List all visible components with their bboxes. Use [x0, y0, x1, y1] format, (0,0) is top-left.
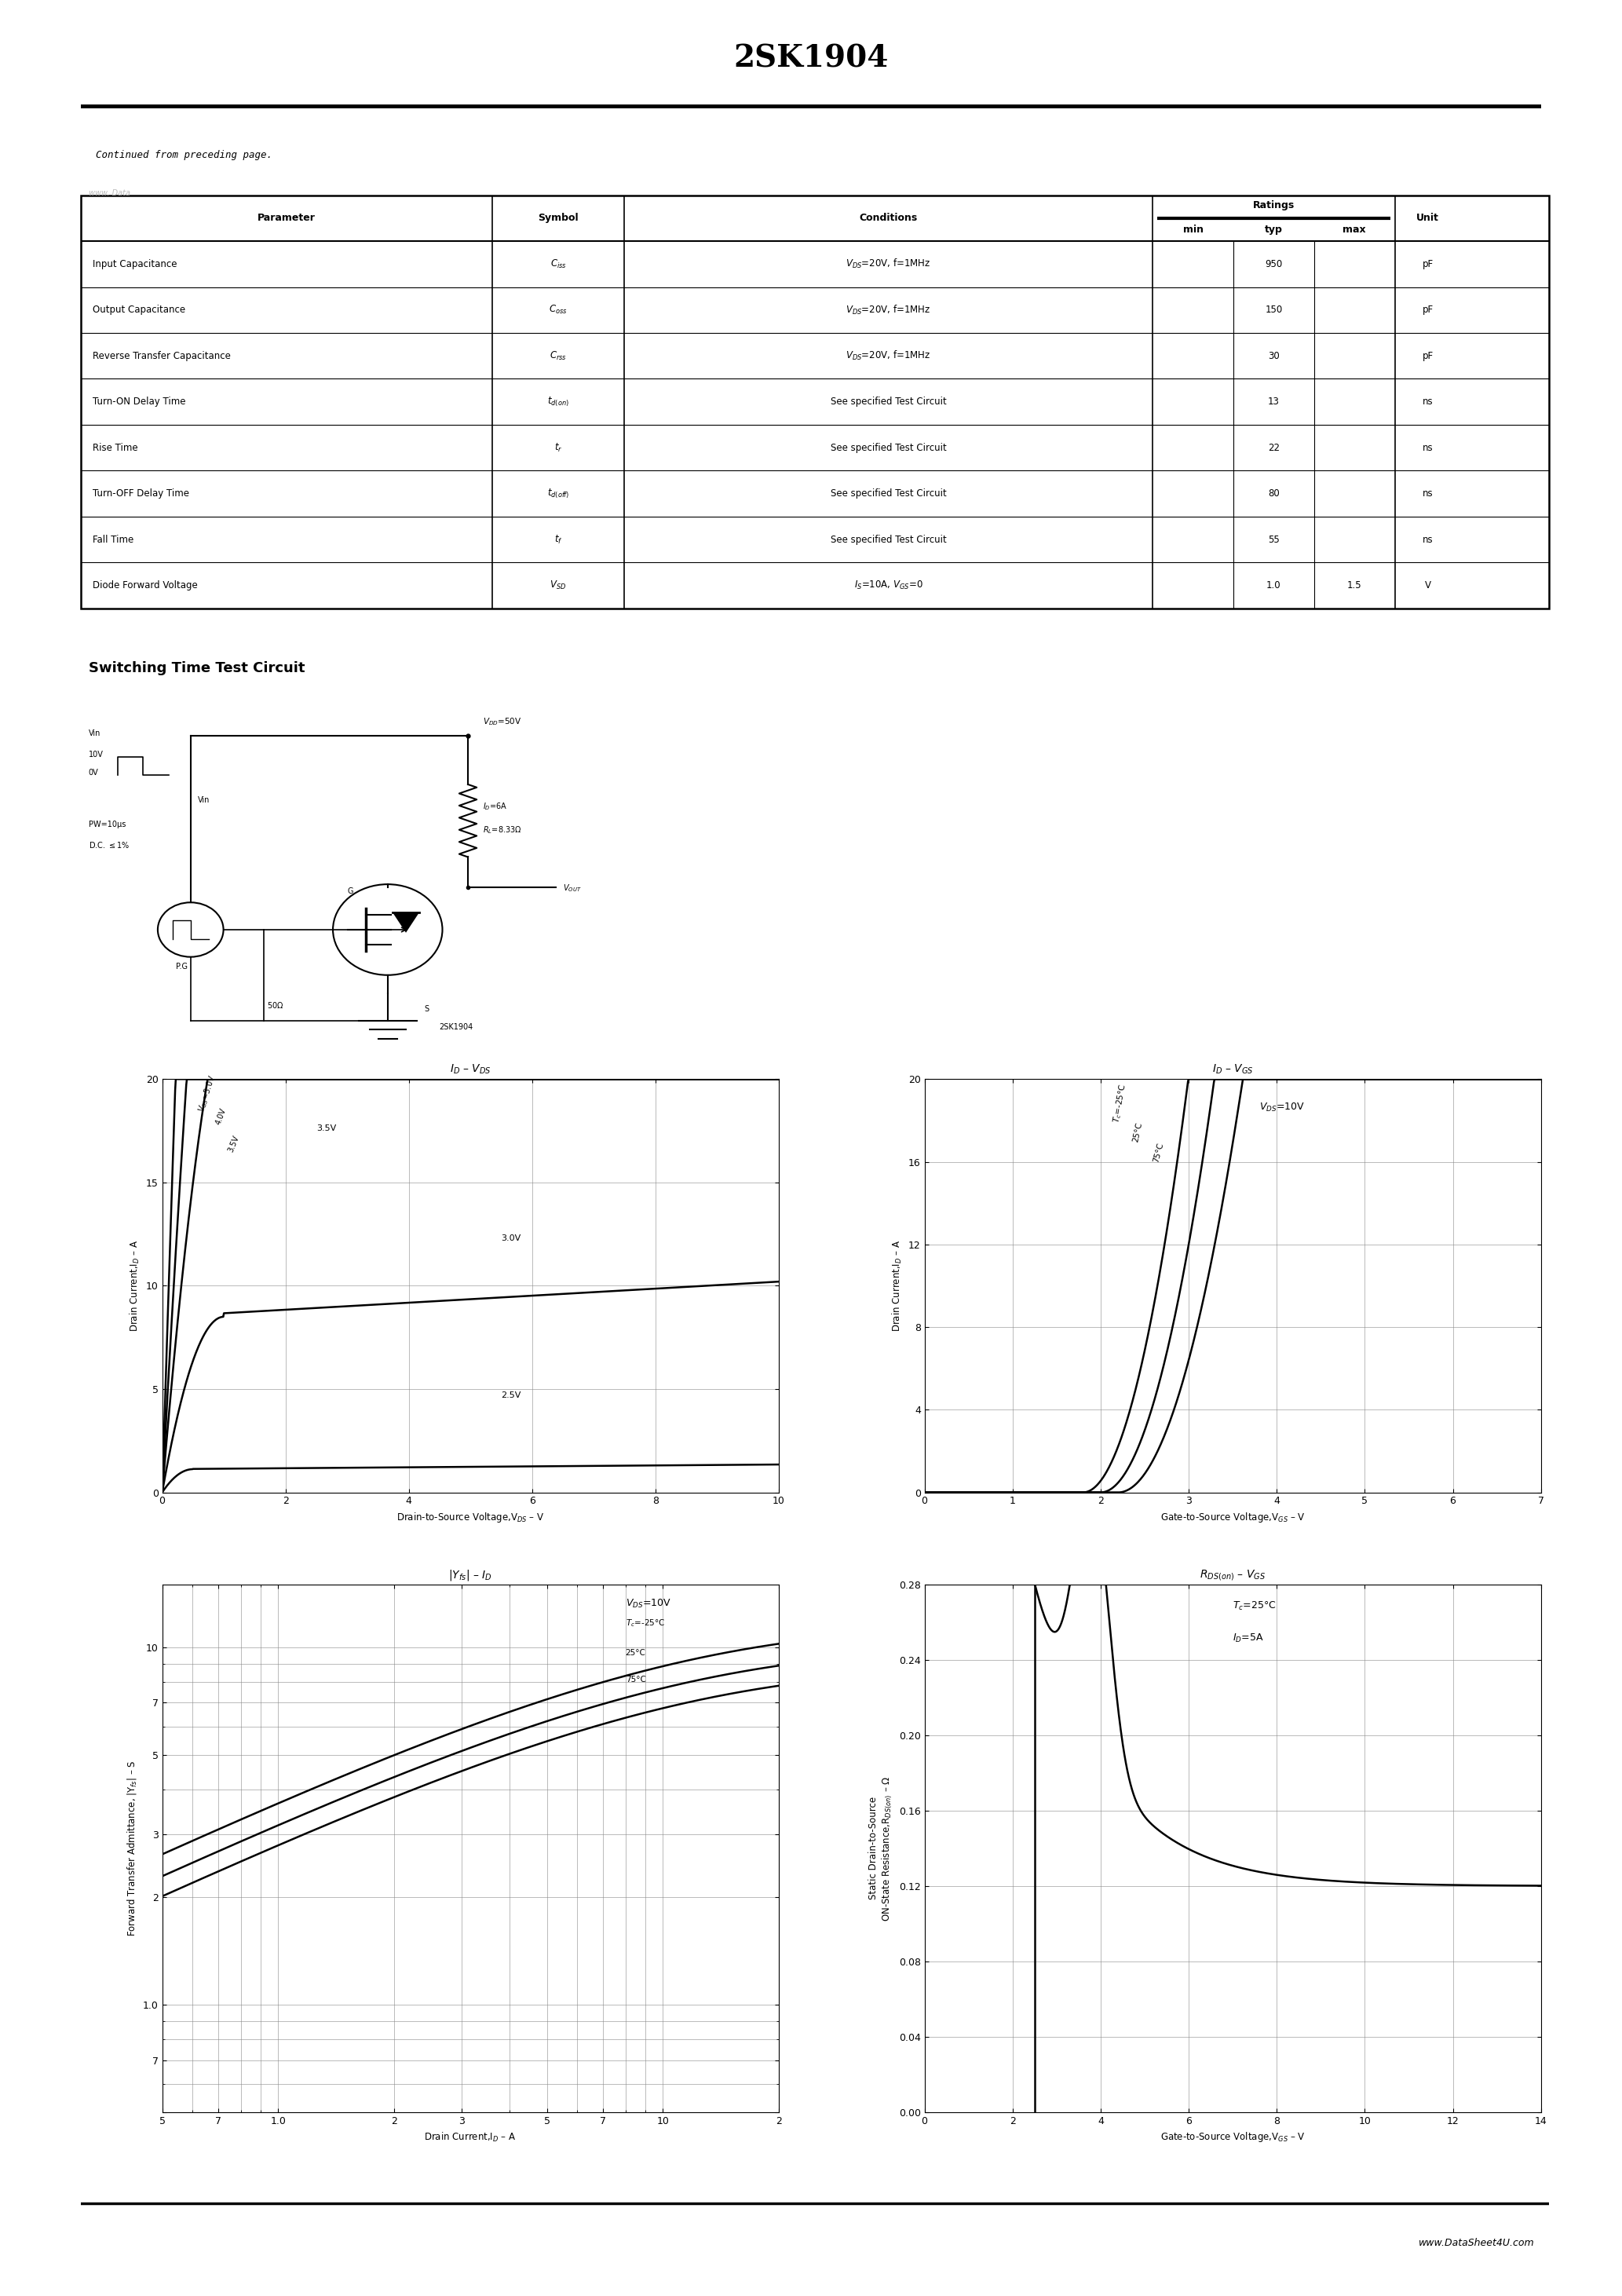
- Text: Reverse Transfer Capacitance: Reverse Transfer Capacitance: [92, 351, 230, 360]
- Title: $I_D$ – $V_{GS}$: $I_D$ – $V_{GS}$: [1212, 1063, 1254, 1077]
- Text: $V_{OUT}$: $V_{OUT}$: [563, 882, 581, 893]
- Text: 1.0: 1.0: [1267, 581, 1281, 590]
- Text: 25°C: 25°C: [626, 1649, 646, 1658]
- Text: Ratings: Ratings: [1252, 200, 1294, 211]
- Text: Conditions: Conditions: [860, 214, 918, 223]
- Text: 50$\Omega$: 50$\Omega$: [268, 1001, 284, 1010]
- Text: Rise Time: Rise Time: [92, 443, 138, 452]
- Text: 150: 150: [1265, 305, 1283, 315]
- Title: $I_D$ – $V_{DS}$: $I_D$ – $V_{DS}$: [449, 1063, 491, 1077]
- Text: 75°C: 75°C: [626, 1676, 646, 1683]
- Text: V: V: [1424, 581, 1431, 590]
- Text: 3.5V: 3.5V: [227, 1134, 240, 1153]
- Text: 1.5: 1.5: [1348, 581, 1362, 590]
- Text: ns: ns: [1422, 397, 1434, 406]
- Text: ns: ns: [1422, 489, 1434, 498]
- Text: Vin: Vin: [89, 730, 101, 737]
- Text: 4.0V: 4.0V: [214, 1107, 227, 1125]
- Text: $V_{GS}$=5.0V: $V_{GS}$=5.0V: [196, 1072, 219, 1114]
- Text: Turn-ON Delay Time: Turn-ON Delay Time: [92, 397, 187, 406]
- Text: $T_c$=-25°C: $T_c$=-25°C: [1111, 1084, 1129, 1123]
- Text: 22: 22: [1268, 443, 1280, 452]
- Y-axis label: Drain Current,I$_D$ – A: Drain Current,I$_D$ – A: [890, 1240, 903, 1332]
- Text: 13: 13: [1268, 397, 1280, 406]
- Text: G: G: [347, 886, 354, 895]
- Text: $V_{DS}$=20V, f=1MHz: $V_{DS}$=20V, f=1MHz: [847, 257, 931, 271]
- Text: $T_c$=-25°C: $T_c$=-25°C: [626, 1619, 665, 1628]
- Text: 0V: 0V: [89, 769, 99, 776]
- Text: See specified Test Circuit: See specified Test Circuit: [830, 489, 947, 498]
- Text: 30: 30: [1268, 351, 1280, 360]
- Y-axis label: Forward Transfer Admittance, |Y$_{fs}$| – S: Forward Transfer Admittance, |Y$_{fs}$| …: [127, 1761, 138, 1936]
- Text: pF: pF: [1422, 305, 1434, 315]
- Text: www. Data: www. Data: [89, 188, 130, 197]
- Text: D.C. $\leq$1%: D.C. $\leq$1%: [89, 840, 130, 850]
- Text: Switching Time Test Circuit: Switching Time Test Circuit: [89, 661, 305, 675]
- Text: $I_D$=5A: $I_D$=5A: [1233, 1632, 1264, 1644]
- Text: See specified Test Circuit: See specified Test Circuit: [830, 397, 947, 406]
- X-axis label: Gate-to-Source Voltage,V$_{GS}$ – V: Gate-to-Source Voltage,V$_{GS}$ – V: [1160, 1511, 1306, 1525]
- Y-axis label: Static Drain-to-Source
ON-State Resistance,R$_{DS(on)}$ – Ω: Static Drain-to-Source ON-State Resistan…: [869, 1775, 894, 1922]
- Text: Continued from preceding page.: Continued from preceding page.: [96, 149, 272, 161]
- Text: S: S: [425, 1006, 428, 1013]
- Text: 3.0V: 3.0V: [501, 1233, 521, 1242]
- Text: See specified Test Circuit: See specified Test Circuit: [830, 443, 947, 452]
- Text: 75°C: 75°C: [1152, 1141, 1165, 1164]
- Text: max: max: [1343, 225, 1366, 234]
- X-axis label: Drain-to-Source Voltage,V$_{DS}$ – V: Drain-to-Source Voltage,V$_{DS}$ – V: [396, 1511, 545, 1525]
- Text: $R_L$=8.33$\Omega$: $R_L$=8.33$\Omega$: [483, 824, 522, 836]
- Text: Vin: Vin: [198, 797, 209, 804]
- Text: PW=10μs: PW=10μs: [89, 820, 125, 829]
- Text: $V_{DS}$=20V, f=1MHz: $V_{DS}$=20V, f=1MHz: [847, 349, 931, 363]
- Text: $C_{rss}$: $C_{rss}$: [550, 349, 566, 363]
- Text: 950: 950: [1265, 259, 1283, 269]
- Text: 25°C: 25°C: [1132, 1120, 1144, 1143]
- Text: Input Capacitance: Input Capacitance: [92, 259, 177, 269]
- Text: 55: 55: [1268, 535, 1280, 544]
- Text: Fall Time: Fall Time: [92, 535, 135, 544]
- Text: typ: typ: [1265, 225, 1283, 234]
- Text: $t_{d(on)}$: $t_{d(on)}$: [547, 395, 569, 409]
- Text: $V_{DS}$=20V, f=1MHz: $V_{DS}$=20V, f=1MHz: [847, 303, 931, 317]
- Text: 2.5V: 2.5V: [501, 1391, 521, 1398]
- Text: $C_{oss}$: $C_{oss}$: [548, 303, 568, 317]
- Text: www.DataSheet4U.com: www.DataSheet4U.com: [1418, 2239, 1534, 2248]
- Y-axis label: Drain Current,I$_D$ – A: Drain Current,I$_D$ – A: [128, 1240, 141, 1332]
- Text: 2SK1904: 2SK1904: [733, 44, 889, 73]
- Text: $I_D$=6A: $I_D$=6A: [483, 801, 508, 810]
- Text: $I_S$=10A, $V_{GS}$=0: $I_S$=10A, $V_{GS}$=0: [855, 579, 923, 592]
- Text: 80: 80: [1268, 489, 1280, 498]
- Text: 10V: 10V: [89, 751, 104, 758]
- Text: Output Capacitance: Output Capacitance: [92, 305, 185, 315]
- Text: Turn-OFF Delay Time: Turn-OFF Delay Time: [92, 489, 190, 498]
- Title: $| Y_{fs} |$ – $I_D$: $| Y_{fs} |$ – $I_D$: [449, 1568, 491, 1582]
- Text: pF: pF: [1422, 351, 1434, 360]
- Text: See specified Test Circuit: See specified Test Circuit: [830, 535, 947, 544]
- Text: Symbol: Symbol: [539, 214, 579, 223]
- Text: min: min: [1182, 225, 1204, 234]
- Text: P.G: P.G: [177, 962, 188, 971]
- Text: $T_c$=25°C: $T_c$=25°C: [1233, 1600, 1277, 1612]
- Text: $t_f$: $t_f$: [555, 533, 563, 546]
- Text: $V_{DD}$=50V: $V_{DD}$=50V: [483, 716, 521, 728]
- Text: 2SK1904: 2SK1904: [438, 1024, 472, 1031]
- Text: $V_{DS}$=10V: $V_{DS}$=10V: [626, 1598, 672, 1609]
- Text: Unit: Unit: [1416, 214, 1439, 223]
- Text: $t_r$: $t_r$: [555, 441, 563, 455]
- Text: $V_{DS}$=10V: $V_{DS}$=10V: [1259, 1102, 1304, 1114]
- Text: $C_{iss}$: $C_{iss}$: [550, 257, 566, 271]
- Title: $R_{DS(on)}$ – $V_{GS}$: $R_{DS(on)}$ – $V_{GS}$: [1200, 1568, 1265, 1582]
- Text: $t_{d(off)}$: $t_{d(off)}$: [547, 487, 569, 501]
- Text: 3.5V: 3.5V: [316, 1125, 336, 1132]
- Text: Parameter: Parameter: [258, 214, 316, 223]
- Text: ns: ns: [1422, 443, 1434, 452]
- Text: $V_{SD}$: $V_{SD}$: [550, 579, 566, 592]
- Polygon shape: [393, 914, 418, 932]
- Text: pF: pF: [1422, 259, 1434, 269]
- X-axis label: Gate-to-Source Voltage,V$_{GS}$ – V: Gate-to-Source Voltage,V$_{GS}$ – V: [1160, 2131, 1306, 2144]
- X-axis label: Drain Current,I$_D$ – A: Drain Current,I$_D$ – A: [425, 2131, 516, 2144]
- Text: Diode Forward Voltage: Diode Forward Voltage: [92, 581, 198, 590]
- Text: ns: ns: [1422, 535, 1434, 544]
